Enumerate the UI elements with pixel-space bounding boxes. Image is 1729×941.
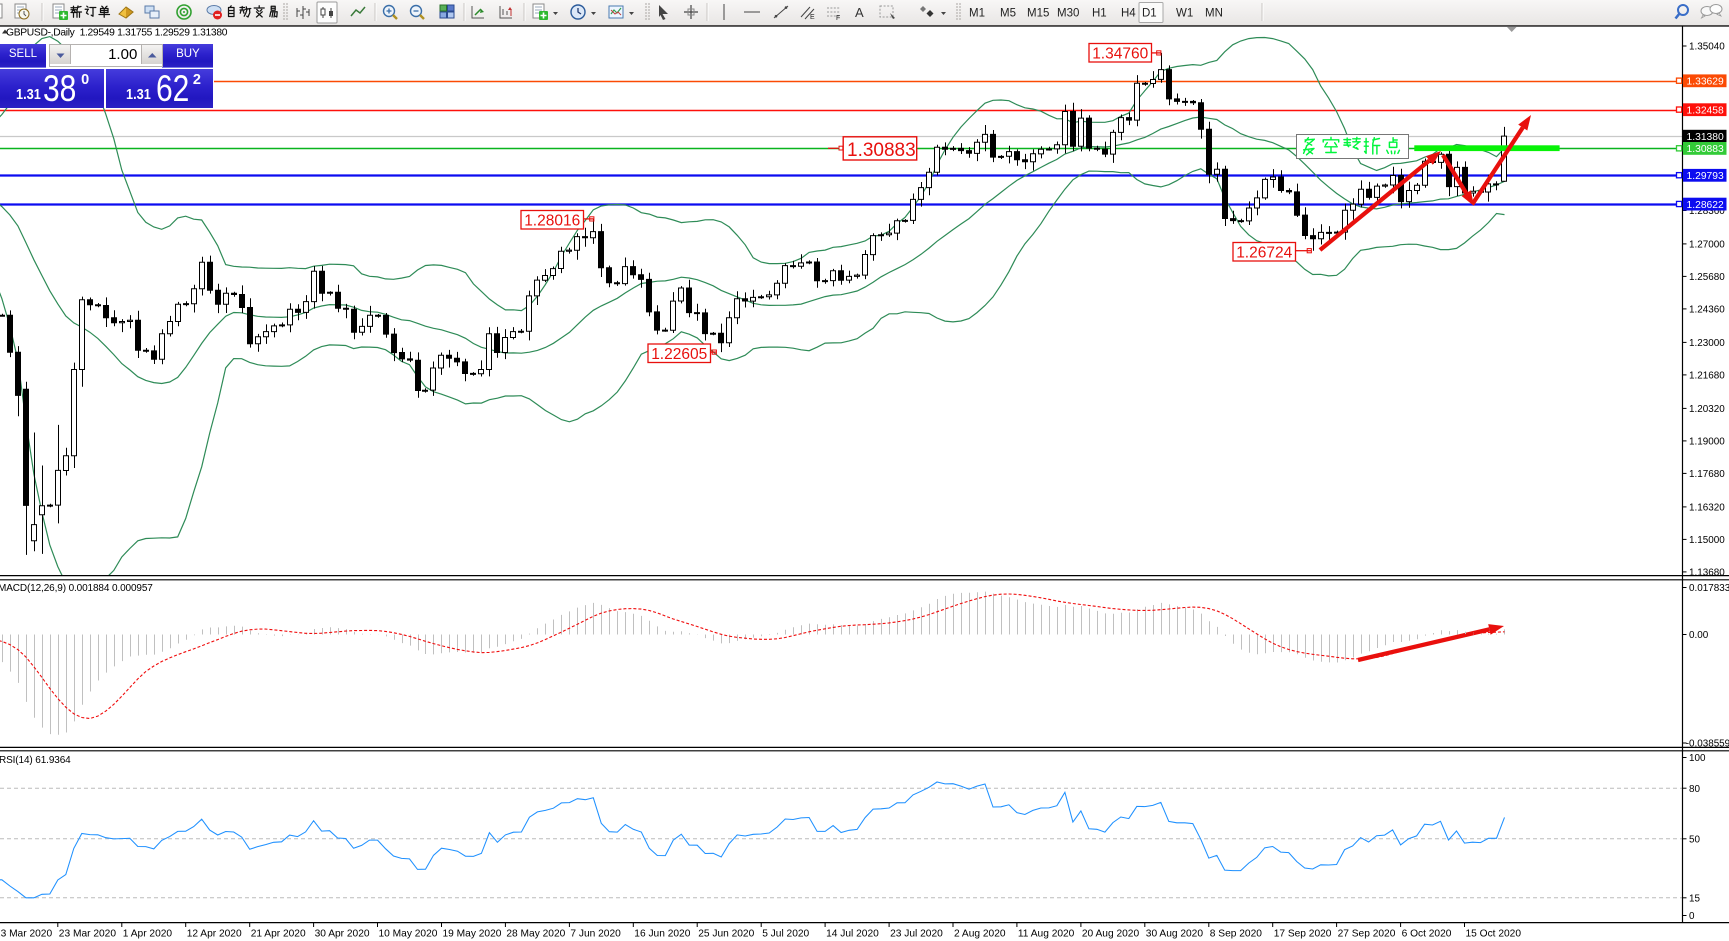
svg-text:19 May 2020: 19 May 2020 (443, 929, 502, 940)
svg-text:5 Jul 2020: 5 Jul 2020 (762, 929, 809, 940)
svg-text:GBPUSD-,Daily 1.29549 1.31755: GBPUSD-,Daily 1.29549 1.31755 1.29529 1.… (6, 28, 228, 39)
svg-text:1.13680: 1.13680 (1689, 568, 1725, 579)
svg-text:1.19000: 1.19000 (1689, 437, 1725, 448)
svg-text:2 Aug 2020: 2 Aug 2020 (954, 929, 1006, 940)
svg-text:23 Jul 2020: 23 Jul 2020 (890, 929, 943, 940)
svg-text:1.17680: 1.17680 (1689, 469, 1725, 480)
svg-text:1.32458: 1.32458 (1687, 105, 1724, 116)
svg-text:30 Apr 2020: 30 Apr 2020 (315, 929, 370, 940)
svg-text:21 Apr 2020: 21 Apr 2020 (251, 929, 306, 940)
svg-text:1.31380: 1.31380 (1687, 132, 1724, 143)
svg-text:1.34760: 1.34760 (1092, 46, 1148, 63)
svg-text:16 Jun 2020: 16 Jun 2020 (634, 929, 690, 940)
svg-text:25 Jun 2020: 25 Jun 2020 (698, 929, 754, 940)
svg-text:H4: H4 (1121, 8, 1136, 20)
svg-text:A: A (855, 5, 864, 20)
svg-text:8 Sep 2020: 8 Sep 2020 (1210, 929, 1262, 940)
svg-text:1.30883: 1.30883 (847, 140, 916, 161)
svg-text:0: 0 (1689, 911, 1695, 922)
svg-text:1.35040: 1.35040 (1689, 42, 1725, 53)
svg-text:50: 50 (1689, 834, 1700, 845)
svg-text:17 Sep 2020: 17 Sep 2020 (1274, 929, 1332, 940)
svg-text:0.017833: 0.017833 (1689, 583, 1729, 594)
svg-text:1.27000: 1.27000 (1689, 240, 1725, 251)
svg-text:7 Jun 2020: 7 Jun 2020 (570, 929, 621, 940)
svg-text:M1: M1 (969, 8, 985, 20)
svg-text:1.16320: 1.16320 (1689, 503, 1725, 514)
svg-text:15 Oct 2020: 15 Oct 2020 (1466, 929, 1522, 940)
svg-text:1.28622: 1.28622 (1687, 200, 1724, 211)
svg-text:W1: W1 (1176, 8, 1193, 20)
svg-text:12 Apr 2020: 12 Apr 2020 (187, 929, 242, 940)
svg-text:6 Oct 2020: 6 Oct 2020 (1402, 929, 1452, 940)
svg-text:14 Jul 2020: 14 Jul 2020 (826, 929, 879, 940)
svg-text:1.15000: 1.15000 (1689, 535, 1725, 546)
svg-text:1.22605: 1.22605 (651, 346, 707, 363)
svg-text:E: E (810, 14, 815, 21)
svg-text:1.21680: 1.21680 (1689, 371, 1725, 382)
svg-text:1.26724: 1.26724 (1236, 245, 1292, 262)
svg-text:11 Aug 2020: 11 Aug 2020 (1018, 929, 1075, 940)
svg-text:13 Mar 2020: 13 Mar 2020 (0, 929, 52, 940)
svg-text:M5: M5 (1000, 8, 1016, 20)
svg-text:M30: M30 (1057, 8, 1079, 20)
svg-text:1.29793: 1.29793 (1687, 171, 1724, 182)
svg-text:D1: D1 (1142, 8, 1157, 20)
svg-text:30 Aug 2020: 30 Aug 2020 (1146, 929, 1204, 940)
svg-text:80: 80 (1689, 784, 1700, 795)
svg-text:1.25680: 1.25680 (1689, 272, 1725, 283)
svg-text:-0.038559: -0.038559 (1686, 739, 1729, 750)
svg-text:0.00: 0.00 (1689, 630, 1709, 641)
svg-text:28 May 2020: 28 May 2020 (506, 929, 565, 940)
svg-text:H1: H1 (1092, 8, 1107, 20)
svg-text:1 Apr 2020: 1 Apr 2020 (123, 929, 173, 940)
svg-text:27 Sep 2020: 27 Sep 2020 (1338, 929, 1396, 940)
svg-text:1.23000: 1.23000 (1689, 338, 1725, 349)
svg-text:1.28016: 1.28016 (524, 213, 580, 230)
svg-text:MACD(12,26,9) 0.001884 0.00095: MACD(12,26,9) 0.001884 0.000957 (0, 583, 153, 594)
svg-text:MN: MN (1205, 8, 1223, 20)
svg-text:20 Aug 2020: 20 Aug 2020 (1082, 929, 1140, 940)
svg-text:100: 100 (1689, 753, 1706, 764)
svg-text:10 May 2020: 10 May 2020 (379, 929, 438, 940)
svg-text:1.33629: 1.33629 (1687, 77, 1724, 88)
svg-text:1.30883: 1.30883 (1687, 144, 1724, 155)
svg-text:1.24360: 1.24360 (1689, 305, 1725, 316)
svg-text:23 Mar 2020: 23 Mar 2020 (59, 929, 117, 940)
svg-text:RSI(14) 61.9364: RSI(14) 61.9364 (0, 755, 71, 766)
svg-text:1.28360: 1.28360 (1689, 206, 1725, 217)
svg-text:M15: M15 (1027, 8, 1049, 20)
svg-text:15: 15 (1689, 893, 1700, 904)
svg-text:F: F (836, 15, 840, 22)
svg-text:1.20320: 1.20320 (1689, 404, 1725, 415)
